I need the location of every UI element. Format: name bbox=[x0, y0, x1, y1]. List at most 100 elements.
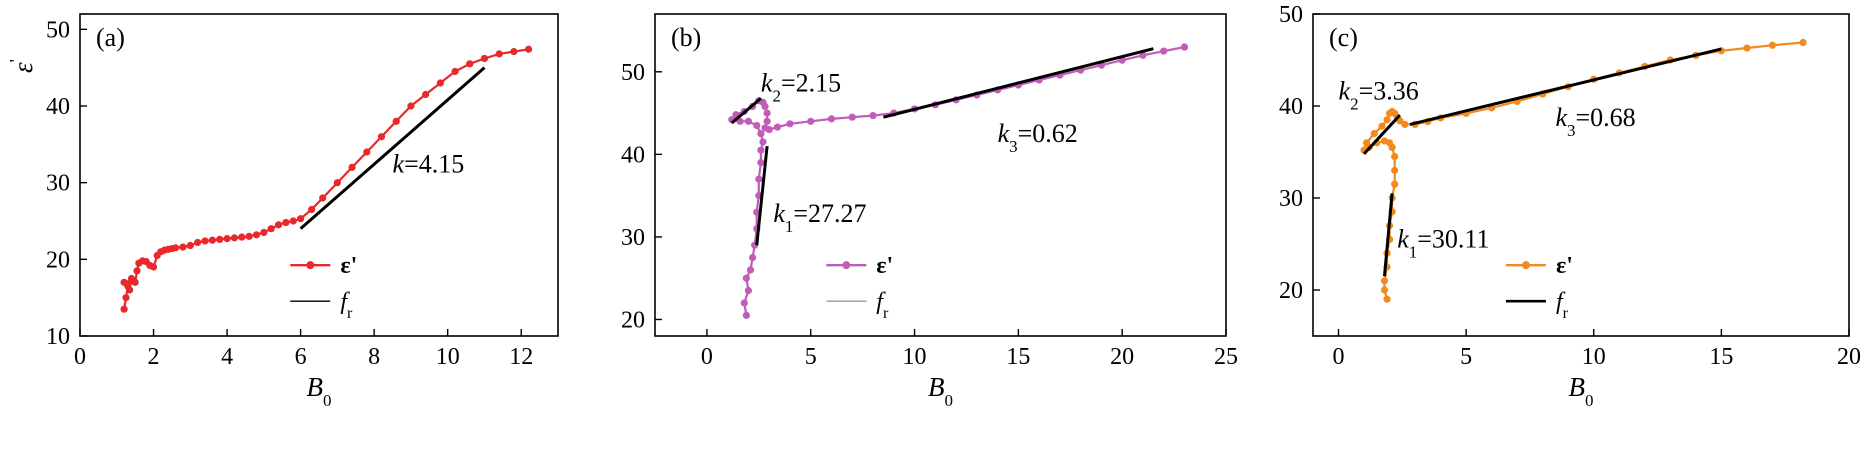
data-point bbox=[757, 130, 765, 138]
x-tick-label: 15 bbox=[1709, 344, 1733, 370]
legend-label-series: ε' bbox=[876, 253, 893, 279]
data-point bbox=[807, 117, 815, 125]
legend: ε' fr bbox=[290, 253, 357, 322]
data-point bbox=[122, 294, 130, 302]
slope-annotation-2: k1=27.27 bbox=[773, 199, 866, 236]
data-point bbox=[363, 148, 371, 156]
data-point bbox=[1139, 51, 1147, 59]
data-point bbox=[1799, 38, 1807, 47]
data-point bbox=[1380, 137, 1389, 145]
data-point bbox=[1380, 286, 1389, 294]
fit-line-0 bbox=[755, 145, 769, 246]
x-tick-label: 12 bbox=[509, 344, 533, 370]
data-point bbox=[759, 138, 767, 146]
data-point bbox=[524, 45, 533, 53]
data-point bbox=[1370, 130, 1378, 138]
data-point bbox=[748, 253, 757, 262]
data-point bbox=[133, 267, 141, 275]
fit-line-0 bbox=[1382, 193, 1394, 277]
data-point bbox=[267, 225, 275, 233]
data-point bbox=[755, 175, 763, 183]
data-point bbox=[736, 117, 744, 125]
data-point bbox=[333, 179, 341, 187]
data-point bbox=[120, 305, 128, 313]
data-point bbox=[208, 236, 216, 244]
legend-label-series: ε' bbox=[1556, 253, 1573, 279]
y-tick-label: 30 bbox=[1279, 186, 1303, 212]
panel-label: (c) bbox=[1329, 23, 1358, 52]
data-point bbox=[510, 47, 518, 56]
data-point bbox=[744, 286, 753, 295]
x-tick-label: 8 bbox=[368, 344, 380, 370]
data-point bbox=[172, 244, 180, 252]
data-point bbox=[744, 117, 753, 125]
data-point bbox=[1391, 180, 1399, 188]
x-tick-label: 5 bbox=[805, 344, 817, 370]
data-point bbox=[436, 79, 444, 87]
series-line-0 bbox=[122, 48, 529, 310]
data-point bbox=[1391, 153, 1399, 161]
data-point bbox=[319, 194, 327, 202]
x-tick-label: 20 bbox=[1110, 344, 1134, 370]
data-point bbox=[230, 234, 239, 242]
data-point bbox=[1378, 122, 1386, 130]
x-tick-label: 0 bbox=[1333, 344, 1345, 370]
y-tick-label: 40 bbox=[621, 142, 645, 168]
data-point bbox=[1180, 43, 1189, 51]
x-axis-label: B0 bbox=[1569, 372, 1594, 410]
legend-label-fit: fr bbox=[340, 289, 353, 322]
data-point bbox=[422, 90, 430, 99]
x-axis-label: B0 bbox=[307, 372, 332, 410]
legend: ε' fr bbox=[1505, 253, 1573, 322]
data-point bbox=[274, 221, 283, 229]
data-point bbox=[869, 111, 877, 120]
chart-panel-2: 0 5 10 15 20 20 30 40 50 B0 (c) k2=3.36 k3=0.68 k1=30… bbox=[1279, 2, 1861, 410]
x-tick-label: 0 bbox=[701, 344, 713, 370]
data-point bbox=[742, 274, 750, 282]
data-point bbox=[216, 235, 224, 243]
data-point bbox=[466, 60, 474, 68]
data-point bbox=[1383, 116, 1391, 124]
data-point bbox=[282, 218, 290, 227]
x-tick-label: 6 bbox=[295, 344, 307, 370]
y-tick-label: 50 bbox=[46, 17, 70, 43]
data-point bbox=[289, 217, 297, 225]
x-tick-label: 10 bbox=[1582, 344, 1606, 370]
data-point bbox=[1380, 277, 1389, 285]
y-tick-label: 40 bbox=[46, 94, 70, 120]
x-tick-label: 5 bbox=[1460, 344, 1472, 370]
data-point bbox=[757, 146, 765, 154]
data-point bbox=[260, 228, 268, 237]
data-point bbox=[238, 233, 246, 241]
data-point bbox=[201, 237, 209, 245]
fit-line-2 bbox=[883, 47, 1154, 119]
data-point bbox=[1401, 120, 1409, 128]
y-tick-label: 20 bbox=[46, 247, 70, 273]
legend-label-series: ε' bbox=[340, 253, 357, 279]
data-point bbox=[308, 205, 316, 214]
data-point bbox=[757, 159, 765, 167]
slope-annotation-0: k=4.15 bbox=[393, 150, 465, 179]
fit-line-0 bbox=[299, 66, 486, 230]
data-point bbox=[252, 231, 261, 239]
data-point bbox=[753, 121, 761, 130]
fit-line-1 bbox=[1362, 114, 1401, 155]
x-axis-label: B0 bbox=[928, 372, 953, 410]
data-point bbox=[1768, 41, 1777, 49]
legend-series-marker bbox=[842, 261, 851, 270]
x-tick-label: 10 bbox=[903, 344, 927, 370]
plot-frame bbox=[79, 13, 559, 337]
chart-panel-0: 0 2 4 6 8 10 12 10 20 30 40 50 B0 ε' (a) k=4.15 ε' fr bbox=[6, 13, 559, 410]
x-tick-label: 10 bbox=[436, 344, 460, 370]
data-point bbox=[348, 163, 356, 171]
legend-series-marker bbox=[306, 261, 315, 270]
data-point bbox=[377, 133, 386, 141]
x-tick-label: 20 bbox=[1837, 344, 1861, 370]
y-axis-label: ε' bbox=[6, 59, 38, 73]
slope-annotation-2: k1=30.11 bbox=[1397, 225, 1489, 262]
x-tick-label: 15 bbox=[1006, 344, 1030, 370]
data-point bbox=[194, 238, 202, 247]
data-point bbox=[186, 241, 194, 250]
data-point bbox=[407, 102, 415, 110]
